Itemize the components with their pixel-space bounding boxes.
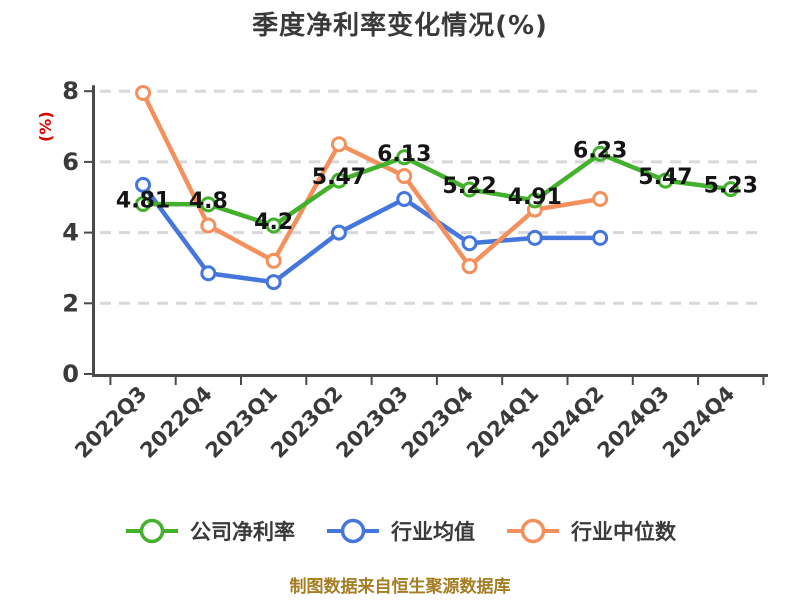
data-label-company-net-margin: 4.81 [116, 188, 170, 213]
legend-marker-company-net-margin [126, 518, 178, 544]
marker-industry-mean [592, 229, 609, 246]
data-label-company-net-margin: 4.2 [254, 210, 293, 235]
y-tick-label: 6 [62, 148, 79, 176]
y-tick-label: 8 [62, 77, 79, 105]
marker-industry-mean [526, 229, 543, 246]
marker-company-net-margin [722, 181, 739, 198]
marker-industry-median [135, 84, 152, 101]
y-tick-label: 2 [62, 289, 79, 317]
marker-industry-mean [200, 265, 217, 282]
line-industry-median [140, 90, 603, 269]
marker-company-net-margin [396, 149, 413, 166]
marker-industry-median [461, 258, 478, 275]
data-label-company-net-margin: 5.23 [704, 174, 758, 199]
marker-industry-median [200, 217, 217, 234]
marker-company-net-margin [200, 196, 217, 213]
y-tick-label: 4 [62, 219, 79, 247]
marker-company-net-margin [526, 192, 543, 209]
legend-label: 公司净利率 [190, 520, 295, 544]
legend-marker-industry-median [507, 518, 559, 544]
marker-industry-mean [396, 191, 413, 208]
data-label-company-net-margin: 5.47 [312, 165, 366, 190]
marker-company-net-margin [657, 172, 674, 189]
data-label-company-net-margin: 5.47 [638, 165, 692, 190]
data-label-company-net-margin: 5.22 [442, 174, 496, 199]
line-industry-mean [140, 182, 603, 285]
data-source-note: 制图数据来自恒生聚源数据库 [289, 577, 511, 597]
marker-industry-mean [330, 224, 347, 241]
legend-item-industry-mean[interactable]: 行业均值 [325, 516, 475, 546]
marker-company-net-margin [265, 217, 282, 234]
marker-industry-median [396, 168, 413, 185]
data-label-company-net-margin: 4.8 [189, 189, 228, 214]
marker-industry-mean [265, 274, 282, 291]
legend-label: 行业均值 [391, 520, 475, 544]
marker-company-net-margin [461, 181, 478, 198]
marker-company-net-margin [330, 172, 347, 189]
x-tick-label: 2024Q4 [658, 382, 739, 463]
y-tick-label: 0 [62, 360, 79, 388]
legend: 公司净利率 行业均值 行业中位数 [0, 516, 800, 546]
marker-industry-mean [135, 176, 152, 193]
marker-industry-median [330, 136, 347, 153]
marker-industry-median [592, 191, 609, 208]
chart-title: 季度净利率变化情况(%) [252, 11, 548, 41]
marker-industry-mean [461, 235, 478, 252]
data-label-company-net-margin: 6.13 [377, 142, 431, 167]
marker-industry-median [265, 252, 282, 269]
line-company-net-margin [140, 151, 733, 228]
marker-company-net-margin [592, 145, 609, 162]
legend-marker-industry-mean [327, 518, 379, 544]
legend-item-industry-median[interactable]: 行业中位数 [505, 516, 676, 546]
legend-item-company-net-margin[interactable]: 公司净利率 [124, 516, 295, 546]
data-label-company-net-margin: 4.91 [508, 185, 562, 210]
legend-label: 行业中位数 [571, 520, 676, 544]
marker-company-net-margin [135, 195, 152, 212]
data-label-company-net-margin: 6.23 [573, 138, 627, 163]
